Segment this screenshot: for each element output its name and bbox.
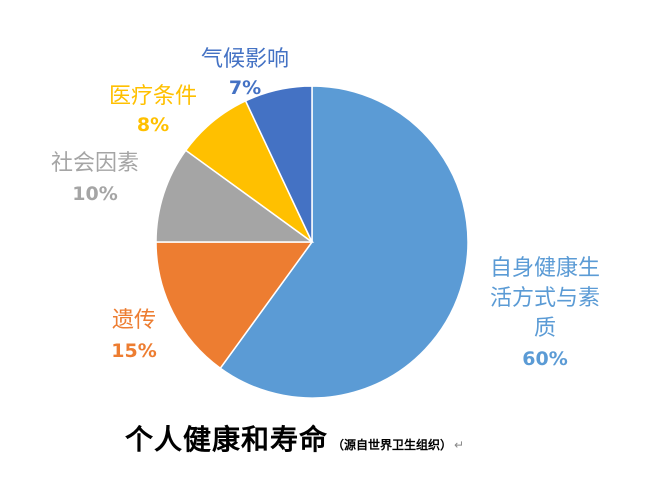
slice-label: 自身健康生 <box>490 256 600 281</box>
chart-title: 个人健康和寿命 <box>125 423 329 456</box>
slice-value-label: 10% <box>72 183 117 205</box>
slice-label: 社会因素 <box>51 151 139 176</box>
pie-slice <box>155 241 314 370</box>
slice-label: 活方式与素 <box>490 286 600 311</box>
paragraph-mark: ↵ <box>454 438 465 452</box>
pie-slice <box>219 85 469 399</box>
pie-slice <box>244 85 313 243</box>
slice-label: 质 <box>534 316 556 341</box>
chart-caption: 个人健康和寿命 （源自世界卫生组织） ↵ <box>125 418 464 458</box>
slice-value-label: 8% <box>137 114 169 136</box>
pie-slice <box>155 149 315 243</box>
slice-label: 遗传 <box>112 308 156 333</box>
slice-label: 气候影响 <box>201 47 289 72</box>
chart-source-note: （源自世界卫生组织） <box>332 438 453 452</box>
slice-value-label: 60% <box>522 348 567 370</box>
slice-label: 医疗条件 <box>109 84 197 109</box>
slice-value-label: 7% <box>229 77 261 99</box>
slice-value-label: 15% <box>111 340 156 362</box>
